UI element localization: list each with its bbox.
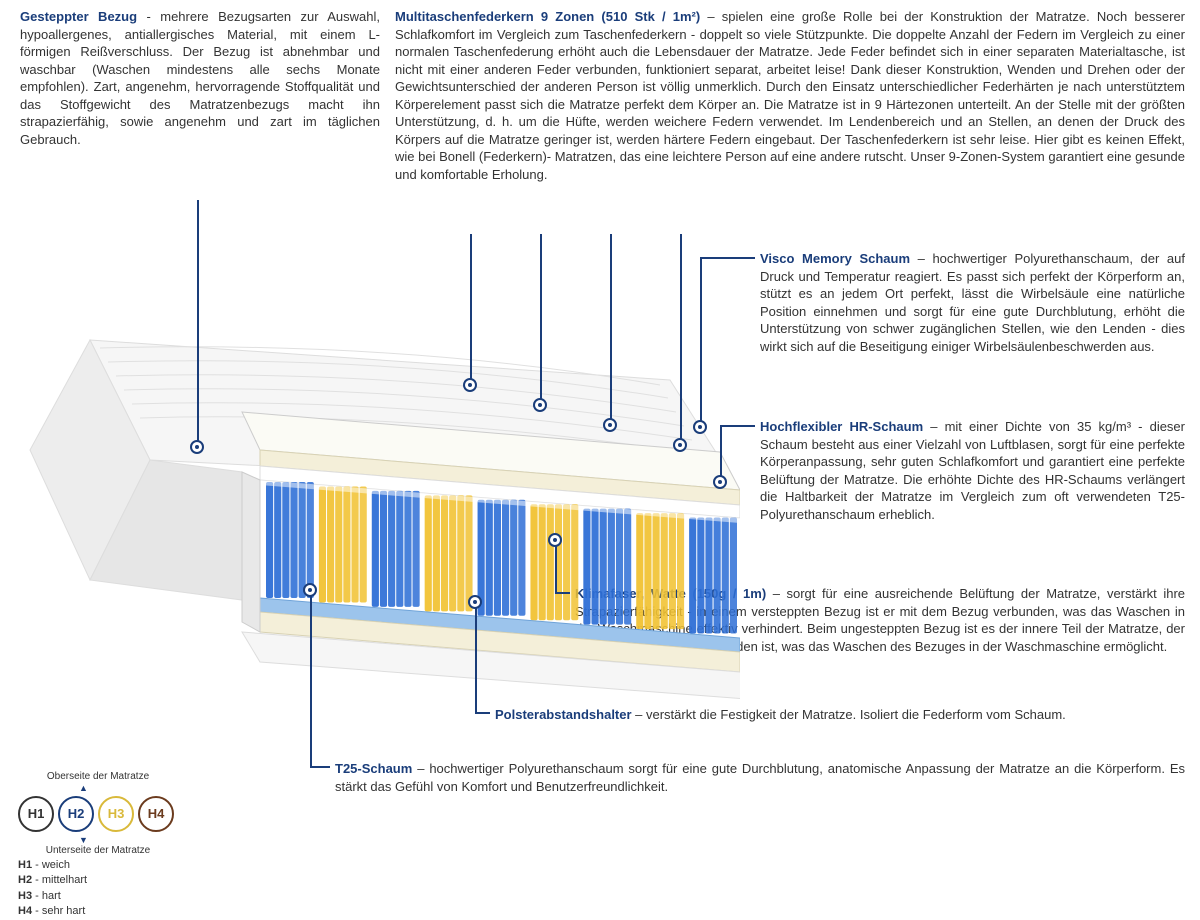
leader-federkern-v3 [610, 234, 612, 424]
title-federkern: Multitaschenfederkern 9 Zonen (510 Stk /… [395, 9, 700, 24]
leader-hr-v [720, 425, 722, 480]
title-hr: Hochflexibler HR-Schaum [760, 419, 923, 434]
block-federkern: Multitaschenfederkern 9 Zonen (510 Stk /… [395, 8, 1185, 183]
marker-hr [713, 475, 727, 489]
hardness-legend-H2: H2 - mittelhart [18, 873, 87, 888]
marker-federkern-3 [603, 418, 617, 432]
block-bezug: Gesteppter Bezug - mehrere Bezugsarten z… [20, 8, 380, 148]
leader-hr-h [720, 425, 755, 427]
hardness-circle-H1: H1 [18, 796, 54, 832]
marker-t25 [303, 583, 317, 597]
block-t25: T25-Schaum – hochwertiger Polyurethansch… [335, 760, 1185, 795]
hardness-bottom-label: Unterseite der Matratze [18, 844, 178, 858]
block-visco: Visco Memory Schaum – hochwertiger Polyu… [760, 250, 1185, 355]
block-hr: Hochflexibler HR-Schaum – mit einer Dich… [760, 418, 1185, 523]
leader-federkern-v4 [680, 234, 682, 444]
hardness-legend-H1: H1 - weich [18, 858, 87, 873]
marker-federkern-1 [463, 378, 477, 392]
leader-polster-h [475, 712, 490, 714]
marker-klima [548, 533, 562, 547]
hardness-legend-H4: H4 - sehr hart [18, 904, 87, 919]
text-t25: – hochwertiger Polyurethanschaum sorgt f… [335, 761, 1185, 794]
hardness-top-label: Oberseite der Matratze [18, 770, 178, 784]
text-bezug: - mehrere Bezugsarten zur Auswahl, hypoa… [20, 9, 380, 147]
mattress-diagram [20, 300, 740, 730]
text-federkern: – spielen eine große Rolle bei der Konst… [395, 9, 1185, 182]
leader-federkern-v2 [540, 234, 542, 404]
leader-polster-v [475, 602, 477, 714]
marker-visco [693, 420, 707, 434]
hardness-legend: H1 - weichH2 - mittelhartH3 - hartH4 - s… [18, 858, 87, 920]
text-visco: – hochwertiger Polyurethanschaum, der au… [760, 251, 1185, 354]
hardness-row: H1H2H3H4 [18, 796, 208, 832]
hardness-circle-H3: H3 [98, 796, 134, 832]
marker-bezug [190, 440, 204, 454]
title-t25: T25-Schaum [335, 761, 412, 776]
leader-t25-h [310, 766, 330, 768]
leader-bezug-v [197, 200, 199, 442]
leader-visco-h [700, 257, 755, 259]
marker-polster [468, 595, 482, 609]
text-hr: – mit einer Dichte von 35 kg/m³ - dieser… [760, 419, 1185, 522]
leader-t25-v [310, 590, 312, 768]
leader-klima-h [555, 592, 570, 594]
hardness-legend-H3: H3 - hart [18, 889, 87, 904]
marker-federkern-4 [673, 438, 687, 452]
leader-klima-v [555, 540, 557, 592]
leader-federkern-v1 [470, 234, 472, 384]
hardness-circle-H4: H4 [138, 796, 174, 832]
title-bezug: Gesteppter Bezug [20, 9, 137, 24]
leader-visco-v [700, 257, 702, 425]
marker-federkern-2 [533, 398, 547, 412]
hardness-circle-H2: H2 [58, 796, 94, 832]
title-visco: Visco Memory Schaum [760, 251, 910, 266]
hardness-widget: Oberseite der Matratze ▲ H1H2H3H4 ▼ Unte… [18, 770, 208, 857]
